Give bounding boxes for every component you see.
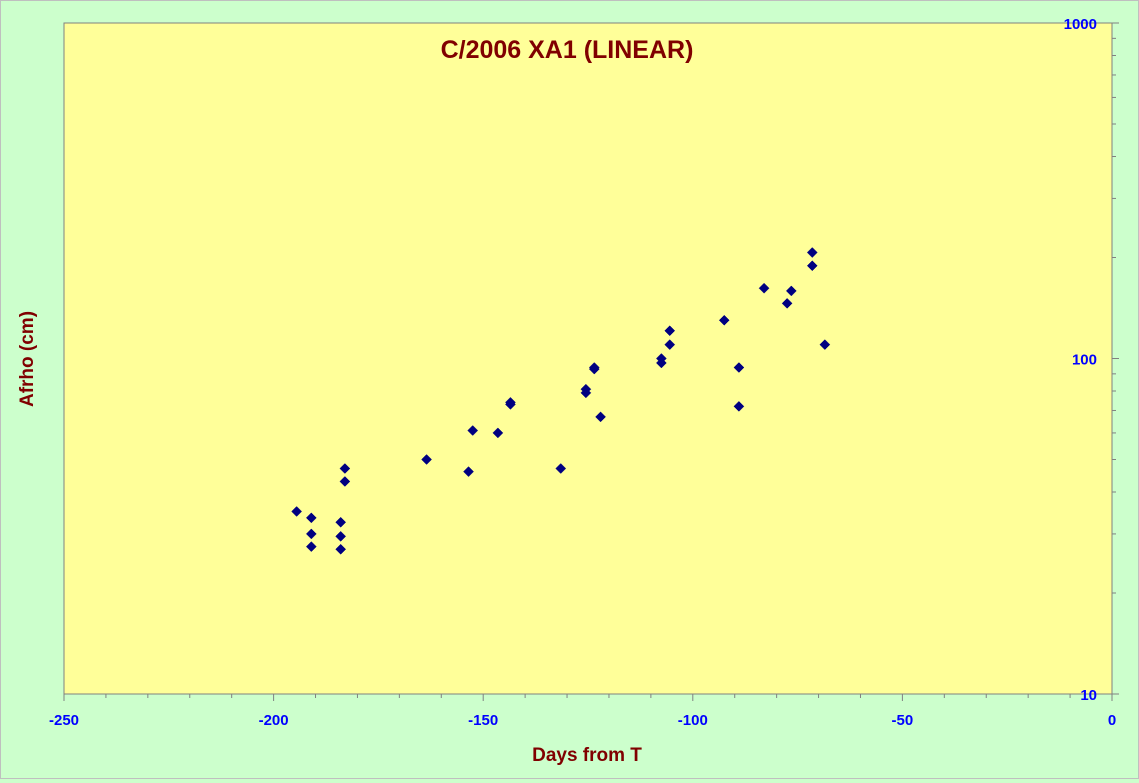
data-point bbox=[335, 531, 347, 542]
data-point bbox=[305, 528, 317, 540]
x-tick-label: 0 bbox=[1108, 712, 1116, 729]
plot-area bbox=[63, 22, 1113, 695]
data-point bbox=[505, 399, 516, 410]
y-tick-label: 100 bbox=[1072, 352, 1097, 369]
y-tick-label: 10 bbox=[1080, 687, 1097, 704]
data-point bbox=[305, 512, 317, 524]
data-point bbox=[656, 357, 667, 369]
data-point bbox=[555, 463, 567, 474]
y-tick-label: 1000 bbox=[1064, 16, 1097, 33]
data-point bbox=[819, 339, 831, 350]
data-point bbox=[758, 282, 770, 294]
data-point bbox=[467, 425, 479, 436]
data-point bbox=[463, 466, 474, 477]
x-tick-label: -250 bbox=[49, 712, 79, 729]
data-point bbox=[733, 362, 745, 373]
data-point bbox=[339, 463, 351, 474]
data-point bbox=[305, 541, 317, 552]
data-point bbox=[492, 427, 504, 439]
y-axis-label: Afrho (cm) bbox=[17, 311, 38, 407]
data-point bbox=[580, 387, 592, 399]
data-point bbox=[806, 247, 818, 258]
data-point bbox=[664, 325, 676, 337]
data-point bbox=[335, 543, 347, 555]
data-point bbox=[421, 454, 432, 465]
chart-title: C/2006 XA1 (LINEAR) bbox=[441, 36, 694, 64]
x-tick-label: -50 bbox=[892, 712, 914, 729]
data-point bbox=[733, 401, 745, 412]
data-point bbox=[595, 411, 606, 423]
data-points bbox=[291, 247, 831, 555]
x-tick-label: -200 bbox=[259, 712, 289, 729]
data-point bbox=[806, 260, 818, 272]
x-axis: -250 -200 -150 -100 -50 0 bbox=[49, 694, 1116, 729]
x-tick-label: -100 bbox=[678, 712, 708, 729]
data-point bbox=[781, 298, 793, 309]
y-axis: 10 100 1000 bbox=[1064, 16, 1119, 704]
data-point bbox=[291, 506, 303, 517]
data-point bbox=[785, 285, 797, 297]
x-tick-label: -150 bbox=[468, 712, 498, 729]
data-point bbox=[588, 363, 600, 375]
data-point bbox=[335, 516, 347, 528]
data-point bbox=[664, 339, 676, 350]
x-axis-label: Days from T bbox=[532, 745, 642, 766]
data-point bbox=[718, 314, 730, 326]
data-point bbox=[339, 476, 351, 487]
